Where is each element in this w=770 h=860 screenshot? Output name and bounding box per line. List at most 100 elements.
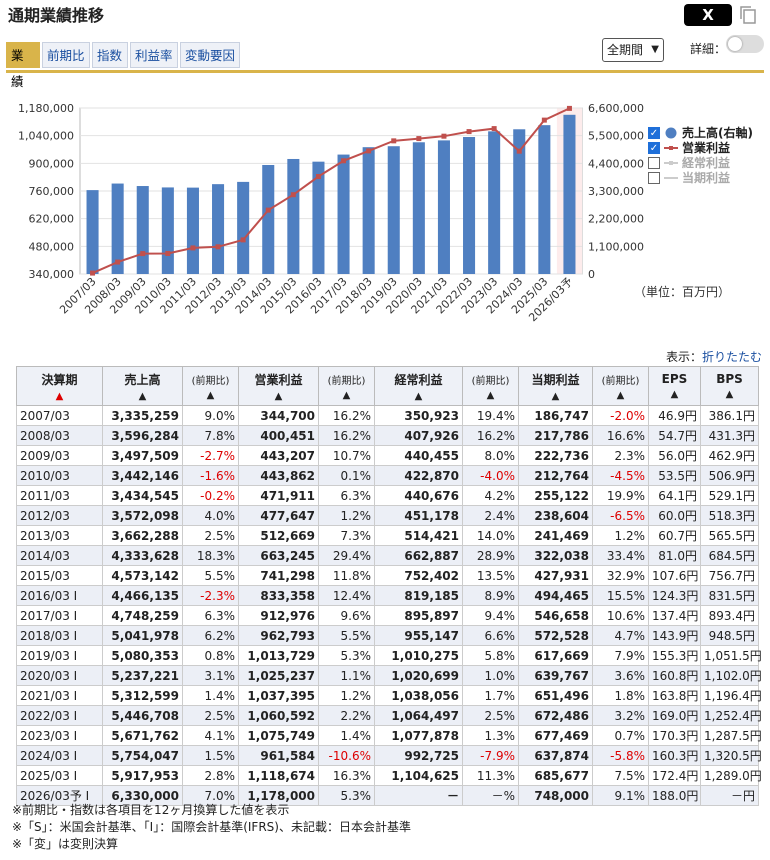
table-cell: 4,333,628 <box>102 545 183 566</box>
table-cell: 16.6% <box>592 425 649 446</box>
sort-arrow-icon[interactable]: ▲ <box>725 389 734 400</box>
tab-yoy[interactable]: 前期比 <box>42 42 90 68</box>
col-header-net-chg[interactable]: (前期比) ▲ <box>592 366 649 406</box>
legend-line-icon <box>664 177 678 179</box>
sales-bar <box>86 190 99 274</box>
legend-line-icon <box>664 146 678 150</box>
y-left-tick-label: 620,000 <box>29 213 75 226</box>
table-cell: 9.0% <box>182 405 239 426</box>
table-cell: 637,874 <box>518 745 593 766</box>
col-header-net[interactable]: 当期利益 ▲ <box>518 366 593 406</box>
tab-results[interactable]: 業績 <box>6 42 40 89</box>
sort-arrow-icon[interactable]: ▲ <box>616 389 625 401</box>
sort-arrow-icon[interactable]: ▲ <box>206 389 215 401</box>
table-cell: 12.4% <box>318 585 375 606</box>
col-header-bps[interactable]: BPS ▲ <box>700 366 759 406</box>
table-cell-period: 2021/03 I <box>16 685 103 706</box>
sales-bar <box>337 154 350 274</box>
table-row: 2007/03 3,335,259 9.0% 344,700 16.2% 350,923 1… <box>16 405 759 426</box>
table-cell: 462.9円 <box>700 445 759 466</box>
table-cell: 10.6% <box>592 605 649 626</box>
table-cell-period: 2007/03 <box>16 405 103 426</box>
table-cell: 506.9円 <box>700 465 759 486</box>
table-cell-period: 2010/03 <box>16 465 103 486</box>
tab-index[interactable]: 指数 <box>92 42 128 68</box>
toggle-knob <box>728 37 742 51</box>
sort-arrow-icon[interactable]: ▲ <box>551 390 560 402</box>
table-cell: 9.1% <box>592 785 649 806</box>
y-left-tick-label: 480,000 <box>29 240 75 253</box>
copy-icon[interactable] <box>738 4 758 26</box>
sort-arrow-icon[interactable]: ▲ <box>274 390 283 402</box>
legend-line-icon <box>664 161 678 165</box>
table-cell-period: 2024/03 I <box>16 745 103 766</box>
table-cell: 617,669 <box>518 645 593 666</box>
sort-arrow-icon[interactable]: ▲ <box>342 389 351 401</box>
table-cell: 124.3円 <box>648 585 701 606</box>
table-cell: 64.1円 <box>648 485 701 506</box>
legend-checkbox-sales[interactable]: ✓ <box>648 127 660 139</box>
tab-factors[interactable]: 変動要因 <box>180 42 240 68</box>
y-right-tick-label: 5,500,000 <box>588 130 644 143</box>
table-cell: 572,528 <box>518 625 593 646</box>
collapse-link[interactable]: 折りたたむ <box>701 350 762 364</box>
sales-bar <box>262 165 275 274</box>
y-right-tick-label: 6,600,000 <box>588 102 644 115</box>
sort-arrow-icon[interactable]: ▲ <box>486 389 495 401</box>
table-cell: 6.2% <box>182 625 239 646</box>
legend-checkbox-ord[interactable] <box>648 157 660 169</box>
table-cell: 344,700 <box>238 405 319 426</box>
table-cell: 512,669 <box>238 525 319 546</box>
x-share-button[interactable]: X <box>684 4 732 26</box>
legend-checkbox-net[interactable] <box>648 172 660 184</box>
table-cell: 6.6% <box>462 625 519 646</box>
table-cell: 3,434,545 <box>102 485 183 506</box>
col-header-period[interactable]: 決算期 ▲ <box>16 366 103 406</box>
table-row: 2017/03 I 4,748,259 6.3% 912,976 9.6% 895,897… <box>16 605 759 626</box>
table-row: 2012/03 3,572,098 4.0% 477,647 1.2% 451,178 2.… <box>16 505 759 526</box>
col-header-sales[interactable]: 売上高 ▲ <box>102 366 183 406</box>
table-cell: 155.3円 <box>648 645 701 666</box>
table-cell: 8.0% <box>462 445 519 466</box>
sales-bar <box>513 129 526 274</box>
col-header-op-chg[interactable]: (前期比) ▲ <box>318 366 375 406</box>
operating-profit-point <box>366 148 372 154</box>
results-table: 決算期 ▲ 売上高 ▲ (前期比) ▲ 営業利益 ▲ (前期比) ▲ 経常利益 ▲ (前期比… <box>16 366 762 806</box>
sales-bar <box>237 181 250 274</box>
col-header-eps[interactable]: EPS ▲ <box>648 366 701 406</box>
detail-toggle[interactable] <box>726 35 764 53</box>
table-cell: 1.3% <box>462 725 519 746</box>
table-cell: 477,647 <box>238 505 319 526</box>
table-cell: 54.7円 <box>648 425 701 446</box>
legend-label-op: 営業利益 <box>682 141 731 155</box>
table-cell: 5.5% <box>318 625 375 646</box>
table-cell: 6.3% <box>182 605 239 626</box>
legend-checkbox-op[interactable]: ✓ <box>648 142 660 154</box>
table-cell: 0.1% <box>318 465 375 486</box>
col-header-ord-chg[interactable]: (前期比) ▲ <box>462 366 519 406</box>
table-cell: 752,402 <box>374 565 463 586</box>
sort-arrow-icon[interactable]: ▲ <box>414 390 423 402</box>
col-header-net-label: 当期利益 <box>531 372 580 387</box>
period-select[interactable]: 全期間 ▼ <box>602 38 664 62</box>
table-cell-period: 2017/03 I <box>16 605 103 626</box>
table-cell: 33.4% <box>592 545 649 566</box>
table-cell: -5.8% <box>592 745 649 766</box>
table-cell: 1,038,056 <box>374 685 463 706</box>
table-cell: -6.5% <box>592 505 649 526</box>
tab-margin[interactable]: 利益率 <box>130 42 178 68</box>
operating-profit-point <box>341 158 347 164</box>
col-header-ord[interactable]: 経常利益 ▲ <box>374 366 463 406</box>
sort-arrow-icon[interactable]: ▲ <box>138 390 147 402</box>
table-cell: 81.0円 <box>648 545 701 566</box>
table-cell: 3,572,098 <box>102 505 183 526</box>
col-header-sales-chg[interactable]: (前期比) ▲ <box>182 366 239 406</box>
performance-chart: 340,000 480,000 620,000 760,000 900,000 1,040… <box>18 102 644 324</box>
table-cell-period: 2009/03 <box>16 445 103 466</box>
table-cell-period: 2023/03 I <box>16 725 103 746</box>
sort-arrow-icon[interactable]: ▲ <box>55 390 64 402</box>
table-cell: 1,077,878 <box>374 725 463 746</box>
sort-arrow-icon[interactable]: ▲ <box>670 389 679 400</box>
col-header-op[interactable]: 営業利益 ▲ <box>238 366 319 406</box>
y-right-tick-label: 2,200,000 <box>588 213 644 226</box>
